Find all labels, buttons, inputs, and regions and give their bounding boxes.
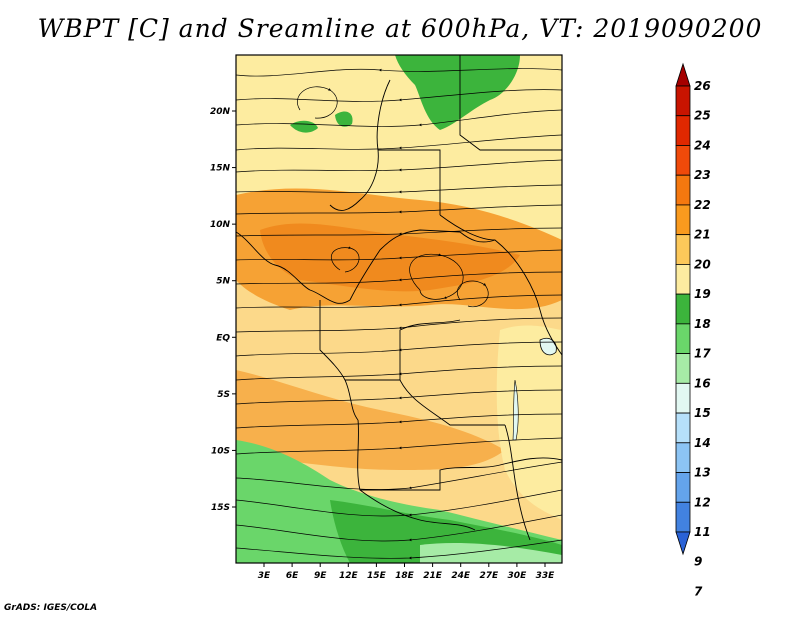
- colorbar-label: 18: [694, 317, 711, 331]
- colorbar-segment: [675, 263, 691, 295]
- latitude-axis: 20N 15N 10N 5N EQ 5S 10S 15S: [210, 107, 236, 513]
- wbpt-region-20-center: [299, 320, 497, 425]
- colorbar-label: 19: [694, 287, 711, 301]
- map-title: WBPT [C] and Sreamline at 600hPa, VT: 20…: [37, 14, 763, 43]
- colorbar-label: 23: [694, 168, 711, 182]
- colorbar-label: 24: [694, 138, 711, 152]
- lat-tick-label: 15N: [210, 164, 231, 174]
- wbpt-region-18-north: [395, 55, 520, 130]
- streamlines: [236, 68, 562, 560]
- longitude-axis: 3E 6E 9E 12E 15E 18E 21E 24E 27E 30E 33E: [258, 563, 555, 581]
- lon-tick-label: 12E: [339, 571, 359, 581]
- lon-tick-label: 15E: [367, 571, 387, 581]
- wbpt-map: [236, 55, 562, 563]
- colorbar-label: 15: [694, 406, 711, 420]
- wbpt-region-18-n2: [335, 111, 353, 127]
- colorbar-label: 20: [694, 257, 711, 271]
- colorbar: 26 25 24 23 22 21 20 19 18 17 16 15 14 13 12 11 9 7: [675, 62, 711, 598]
- colorbar-label: 12: [694, 495, 711, 509]
- grads-credit: GrADS: IGES/COLA: [4, 603, 98, 613]
- lat-tick-label: 15S: [211, 503, 230, 513]
- colorbar-segment: [675, 234, 691, 265]
- colorbar-bottom-triangle: [675, 531, 691, 556]
- colorbar-label: 13: [694, 466, 711, 480]
- colorbar-segment: [675, 204, 691, 236]
- map-frame: [235, 54, 563, 564]
- colorbar-label: 22: [694, 198, 711, 212]
- lat-tick-label: 10S: [211, 446, 230, 456]
- colorbar-label: 7: [694, 584, 703, 598]
- lon-tick-label: 33E: [536, 571, 556, 581]
- colorbar-segment: [675, 501, 691, 533]
- colorbar-label: 21: [694, 228, 711, 242]
- lon-tick-label: 24E: [451, 571, 471, 581]
- lat-tick-label: EQ: [216, 333, 230, 343]
- colorbar-top-triangle: [675, 62, 691, 87]
- colorbar-label: 16: [694, 376, 711, 390]
- lon-tick-label: 27E: [479, 571, 499, 581]
- wbpt-region-22: [260, 223, 520, 292]
- colorbar-segment: [675, 382, 691, 414]
- lon-tick-label: 3E: [258, 571, 271, 581]
- colorbar-label: 17: [694, 347, 711, 361]
- colorbar-segment: [675, 115, 691, 146]
- lat-tick-label: 5N: [216, 277, 230, 287]
- lon-tick-label: 18E: [395, 571, 415, 581]
- colorbar-label: 14: [694, 436, 711, 450]
- colorbar-segment: [675, 145, 691, 176]
- colorbar-segment: [675, 323, 691, 355]
- colorbar-label: 26: [694, 79, 711, 93]
- wbpt-region-19-east: [496, 325, 562, 520]
- lake-victoria: [539, 337, 557, 356]
- lon-tick-label: 9E: [314, 571, 327, 581]
- colorbar-segment: [675, 472, 691, 503]
- colorbar-segment: [675, 442, 691, 473]
- wbpt-region-16-south: [420, 543, 562, 563]
- colorbar-segment: [675, 293, 691, 325]
- colorbar-segment: [675, 412, 691, 444]
- lat-tick-label: 5S: [217, 390, 230, 400]
- colorbar-segment: [675, 174, 691, 206]
- colorbar-label: 9: [694, 555, 702, 569]
- country-borders: [236, 55, 562, 563]
- colorbar-label: 25: [694, 109, 711, 123]
- colorbar-label: 11: [694, 525, 711, 539]
- lon-tick-label: 6E: [286, 571, 299, 581]
- lat-tick-label: 10N: [210, 220, 231, 230]
- colorbar-segment: [675, 85, 691, 117]
- colorbar-segment: [675, 353, 691, 384]
- lon-tick-label: 21E: [423, 571, 443, 581]
- lat-tick-label: 20N: [210, 107, 231, 117]
- lon-tick-label: 30E: [508, 571, 528, 581]
